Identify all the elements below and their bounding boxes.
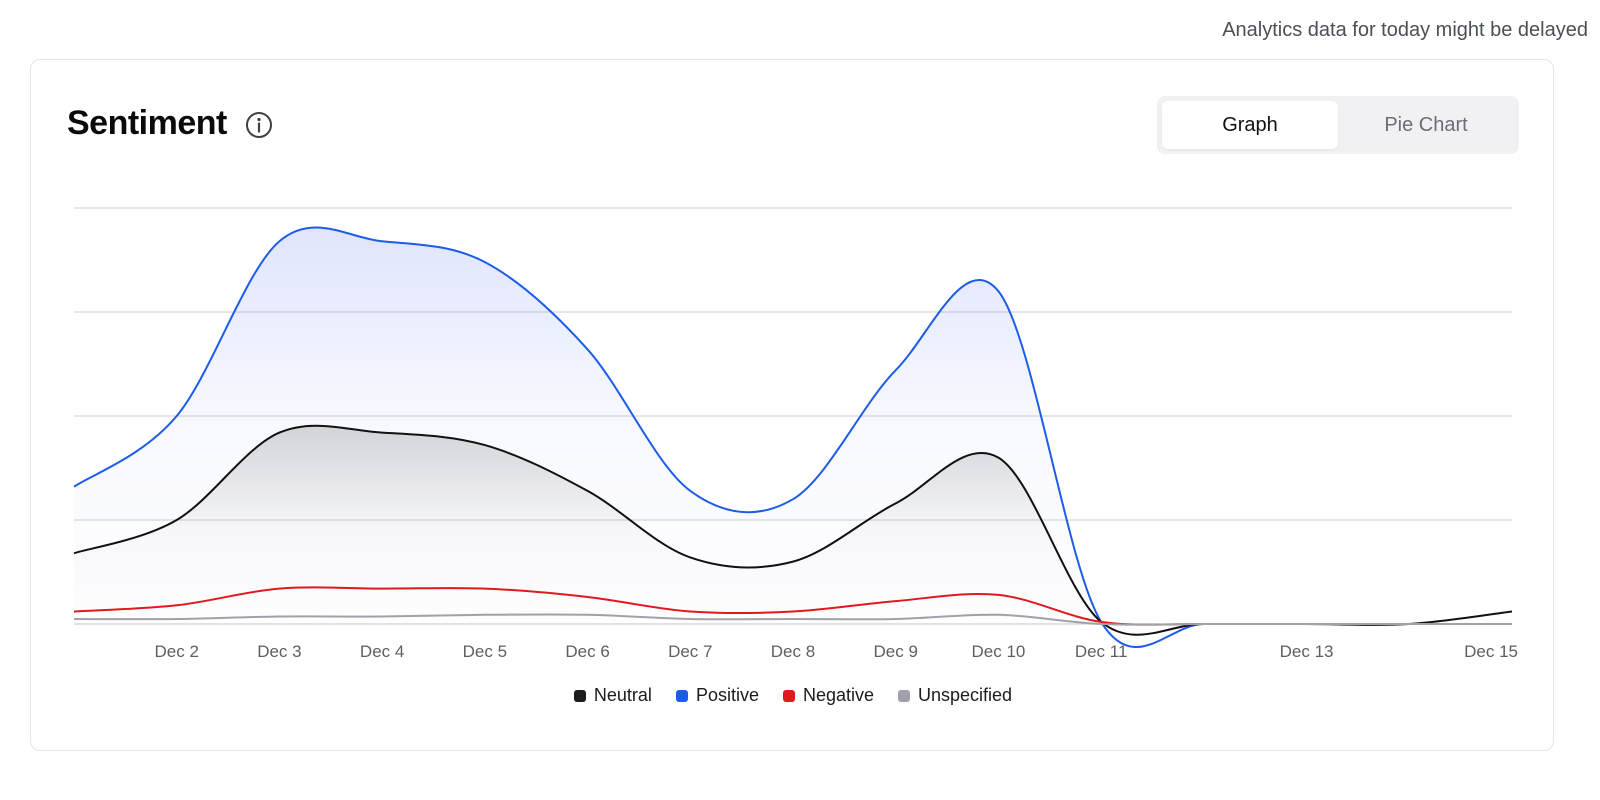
chart-legend: Neutral Positive Negative Unspecified <box>31 685 1555 706</box>
neutral-swatch <box>573 689 586 702</box>
x-tick-label: Dec 9 <box>874 642 918 661</box>
x-tick-label: Dec 10 <box>971 642 1025 661</box>
legend-label: Unspecified <box>918 685 1013 705</box>
legend-item-neutral[interactable]: Neutral <box>573 685 652 706</box>
x-tick-label: Dec 5 <box>463 642 507 661</box>
delay-notice: Analytics data for today might be delaye… <box>1222 19 1588 41</box>
card-title: Sentiment <box>67 104 227 142</box>
negative-swatch <box>782 689 795 702</box>
unspecified-swatch <box>898 689 911 702</box>
x-tick-label: Dec 7 <box>668 642 712 661</box>
x-tick-label: Dec 13 <box>1280 642 1334 661</box>
info-circle-icon[interactable] <box>244 110 274 140</box>
positive-swatch <box>675 689 688 702</box>
sentiment-chart: Dec 2 Dec 3 Dec 4 Dec 5 Dec 6 Dec 7 Dec 8 Dec 9… <box>73 207 1518 661</box>
neutral-area <box>74 425 1512 635</box>
legend-item-unspecified[interactable]: Unspecified <box>898 685 1012 706</box>
x-tick-label: Dec 4 <box>360 642 404 661</box>
legend-label: Negative <box>802 685 875 705</box>
x-tick-label: Dec 2 <box>155 642 199 661</box>
sentiment-card: Sentiment Graph Pie Chart Dec 2 Dec 3 Dec … <box>30 59 1554 751</box>
x-tick-label: Dec 8 <box>771 642 815 661</box>
legend-label: Neutral <box>593 685 652 705</box>
unspecified-line[interactable] <box>73 613 1512 626</box>
graph-tab[interactable]: Graph <box>1162 101 1338 149</box>
x-tick-label: Dec 15 <box>1464 642 1518 661</box>
legend-label: Positive <box>695 685 759 705</box>
x-tick-label: Dec 11 <box>1075 642 1128 661</box>
legend-item-negative[interactable]: Negative <box>782 685 875 706</box>
view-toggle: Graph Pie Chart <box>1157 96 1519 154</box>
x-tick-label: Dec 6 <box>565 642 609 661</box>
legend-item-positive[interactable]: Positive <box>675 685 759 706</box>
pie-chart-tab[interactable]: Pie Chart <box>1338 101 1514 149</box>
x-tick-label: Dec 3 <box>257 642 301 661</box>
